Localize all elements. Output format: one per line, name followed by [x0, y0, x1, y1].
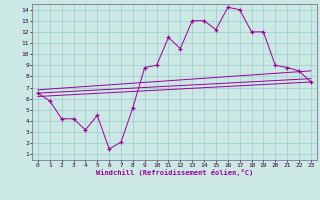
X-axis label: Windchill (Refroidissement éolien,°C): Windchill (Refroidissement éolien,°C) — [96, 169, 253, 176]
